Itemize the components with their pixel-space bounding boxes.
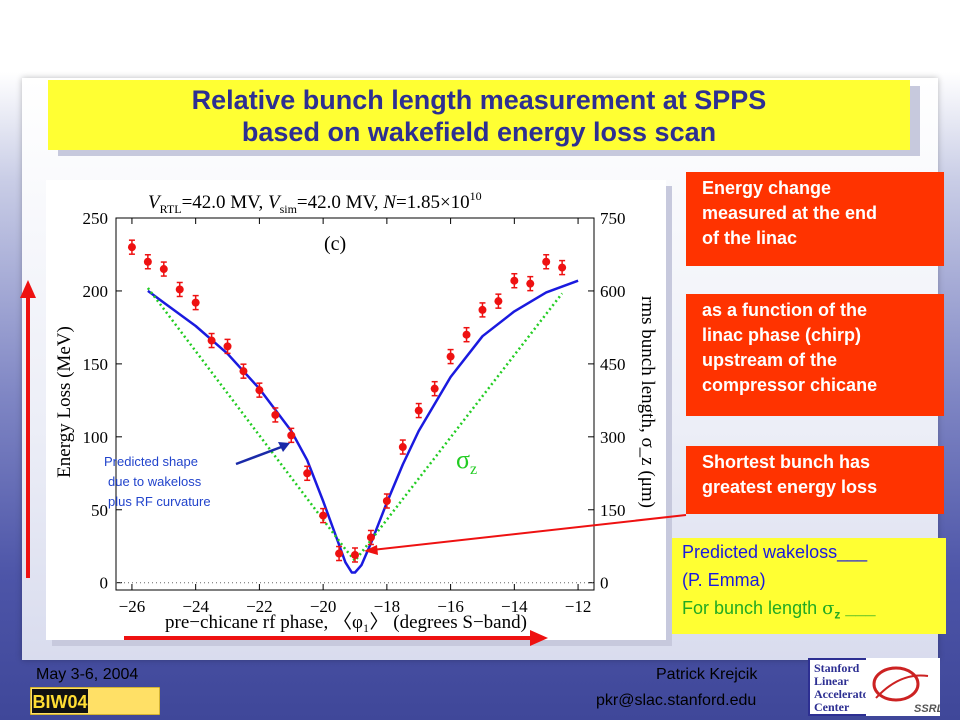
y-axis-label: Energy Loss (MeV) (54, 326, 75, 478)
slac-logo-line: Center (814, 700, 850, 714)
x-tick-label: −22 (246, 597, 273, 616)
callout-line: greatest energy loss (702, 477, 878, 497)
ssrl-logo: SSRL (866, 658, 940, 716)
biw-logo: BIW04 (30, 687, 160, 715)
plot-area (115, 217, 595, 591)
data-point (287, 431, 296, 440)
data-point (414, 406, 423, 415)
y-tick-label: 200 (83, 282, 109, 301)
callout-line: upstream of the (702, 350, 838, 370)
data-point (526, 279, 535, 288)
data-point (175, 285, 184, 294)
sigma-z-curve (146, 287, 564, 563)
x-tick-label: −16 (437, 597, 464, 616)
chart-title: VRTL=42.0 MV, Vsim=42.0 MV, N=1.85×1010 (148, 189, 482, 216)
data-point (430, 384, 439, 393)
data-points (127, 239, 567, 563)
callout-line: measured at the end (702, 203, 878, 223)
x-tick-label: −14 (501, 597, 528, 616)
y2-tick-label: 150 (600, 501, 626, 520)
slac-logo-line: Accelerator (814, 687, 874, 701)
annotation-arrow (235, 444, 285, 466)
legend-line-bunch-length: For bunch length σz ___ (682, 598, 876, 622)
y2-tick-label: 750 (600, 209, 626, 228)
data-point (127, 243, 136, 252)
data-point (239, 367, 248, 376)
data-point (446, 352, 455, 361)
slide-title-line-2: based on wakefield energy loss scan (241, 117, 717, 147)
data-point (351, 550, 359, 559)
data-point (494, 297, 503, 306)
data-point (207, 336, 216, 345)
data-point (319, 511, 328, 520)
y2-tick-label: 0 (600, 574, 609, 593)
y-tick-label: 50 (91, 501, 108, 520)
data-point (366, 533, 375, 542)
callout-line: Shortest bunch has (702, 452, 871, 472)
callout-line: compressor chicane (702, 375, 878, 395)
series-lines (146, 279, 579, 574)
data-point (478, 305, 487, 314)
y-tick-label: 100 (83, 428, 109, 447)
sigma-z-label: σz (456, 445, 477, 478)
slac-logo-line: Linear (814, 674, 849, 688)
chart-figure: VRTL=42.0 MV, Vsim=42.0 MV, N=1.85×1010 … (46, 180, 666, 640)
callout-line: of the linac (702, 228, 798, 248)
x-tick-label: −18 (374, 597, 401, 616)
x-axis-label: pre−chicane rf phase, 〈φ₁〉 (degrees S−ba… (165, 611, 527, 633)
data-point (191, 298, 200, 307)
data-point (510, 276, 519, 285)
annotation-line-3: plus RF curvature (108, 494, 211, 509)
y2-tick-label: 600 (600, 282, 626, 301)
x-tick-label: −24 (182, 597, 209, 616)
y-tick-label: 250 (83, 209, 109, 228)
legend-line-author: (P. Emma) (682, 570, 766, 590)
x-tick-label: −12 (565, 597, 592, 616)
slac-logo-line: Stanford (814, 661, 860, 675)
energy-loss-chart: VRTL=42.0 MV, Vsim=42.0 MV, N=1.85×1010 … (54, 189, 658, 633)
svg-text:BIW04: BIW04 (32, 692, 87, 712)
annotation-line-1: Predicted shape (104, 454, 198, 469)
callout-energy-change: Energy change measured at the end of the… (686, 172, 944, 266)
data-point (558, 263, 567, 272)
callout-shortest-bunch: Shortest bunch has greatest energy loss (686, 446, 944, 514)
legend-box: Predicted wakeloss___ (P. Emma) For bunc… (672, 538, 946, 634)
footer-author: Patrick Krejcik (656, 666, 758, 683)
x-tick-label: −26 (119, 597, 146, 616)
y-tick-label: 150 (83, 355, 109, 374)
y-tick-label: 0 (100, 574, 109, 593)
footer-date: May 3-6, 2004 (36, 666, 139, 683)
slide-title-line-1: Relative bunch length measurement at SPP… (191, 85, 767, 115)
panel-label: (c) (324, 233, 346, 255)
data-point (223, 342, 232, 351)
wakeloss-curve (147, 279, 579, 574)
y2-tick-label: 300 (600, 428, 626, 447)
data-point (335, 549, 344, 558)
data-point (462, 330, 471, 339)
y2-tick-label: 450 (600, 355, 626, 374)
footer-email: pkr@slac.stanford.edu (596, 692, 757, 709)
callout-line: linac phase (chirp) (702, 325, 862, 345)
annotation-line-2: due to wakeloss (108, 474, 202, 489)
callout-function-of-phase: as a function of the linac phase (chirp)… (686, 294, 944, 416)
data-point (143, 257, 152, 266)
curve-annotation: Predicted shape due to wakeloss plus RF … (104, 442, 290, 509)
y2-axis-label: rms bunch length, σ_z (μm) (637, 296, 658, 508)
data-point (398, 443, 407, 452)
data-point (303, 469, 312, 478)
x-tick-label: −20 (310, 597, 337, 616)
data-point (159, 265, 168, 274)
callout-line: as a function of the (702, 300, 868, 320)
title-box: Relative bunch length measurement at SPP… (48, 80, 910, 150)
callout-line: Energy change (702, 178, 832, 198)
data-point (271, 410, 280, 419)
data-point (542, 257, 551, 266)
svg-text:SSRL: SSRL (914, 703, 940, 715)
legend-line-wakeloss: Predicted wakeloss___ (682, 542, 868, 562)
data-point (255, 386, 264, 395)
data-point (382, 497, 391, 506)
annotation-arrowhead (278, 442, 290, 452)
